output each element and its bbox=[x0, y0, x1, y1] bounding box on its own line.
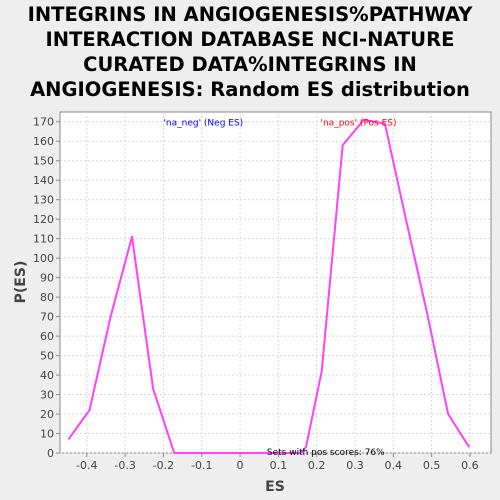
y-tick-label: 150 bbox=[33, 155, 54, 168]
y-tick-label: 120 bbox=[33, 213, 54, 226]
y-tick-label: 160 bbox=[33, 135, 54, 148]
y-tick-label: 80 bbox=[40, 291, 54, 304]
series-layer bbox=[67, 118, 471, 454]
y-tick-label: 140 bbox=[33, 174, 54, 187]
x-tick-label: 0.5 bbox=[423, 459, 441, 472]
annotations-layer: 'na_neg' (Neg ES) 'na_pos' (Pos ES) Sets w… bbox=[163, 119, 396, 458]
chart-annotation: Sets with pos scores: 76% bbox=[267, 448, 385, 458]
x-tick-label: 0.6 bbox=[461, 459, 479, 472]
y-tick-label: 170 bbox=[33, 116, 54, 129]
y-axis-ticks: 0 10 20 30 40 50 60 70 80 90 100 110 120 130 140 150 160… bbox=[33, 116, 60, 460]
x-tick-label: 0.2 bbox=[308, 459, 326, 472]
y-tick-label: 90 bbox=[40, 272, 54, 285]
y-tick-label: 70 bbox=[40, 311, 54, 324]
y-tick-label: 130 bbox=[33, 194, 54, 207]
y-axis-label: P(ES) bbox=[13, 261, 29, 304]
x-tick-label: -0.3 bbox=[114, 459, 135, 472]
y-tick-label: 0 bbox=[47, 447, 54, 460]
x-axis-label: ES bbox=[265, 479, 285, 495]
x-axis-ticks: -0.4 -0.3 -0.2 -0.1 0 0.1 0.2 0.3 0.4 0.5 0.6 bbox=[76, 453, 479, 472]
y-tick-label: 110 bbox=[33, 233, 54, 246]
y-tick-label: 30 bbox=[40, 389, 54, 402]
x-tick-label: 0 bbox=[237, 459, 244, 472]
y-tick-label: 40 bbox=[40, 369, 54, 382]
x-tick-label: 0.4 bbox=[385, 459, 403, 472]
x-tick-label: 0.1 bbox=[270, 459, 288, 472]
y-tick-label: 50 bbox=[40, 350, 54, 363]
x-tick-label: 0.3 bbox=[346, 459, 364, 472]
y-tick-label: 60 bbox=[40, 330, 54, 343]
y-tick-label: 20 bbox=[40, 408, 54, 421]
chart-annotation: 'na_pos' (Pos ES) bbox=[321, 119, 397, 129]
series-line bbox=[67, 118, 471, 454]
x-tick-label: -0.1 bbox=[191, 459, 212, 472]
chart-annotation: 'na_neg' (Neg ES) bbox=[163, 119, 243, 129]
x-tick-label: -0.4 bbox=[76, 459, 97, 472]
y-tick-label: 10 bbox=[40, 428, 54, 441]
y-tick-label: 100 bbox=[33, 252, 54, 265]
x-tick-label: -0.2 bbox=[153, 459, 174, 472]
chart-title: INTEGRINS IN ANGIOGENESIS%PATHWAY INTERA… bbox=[27, 3, 473, 101]
